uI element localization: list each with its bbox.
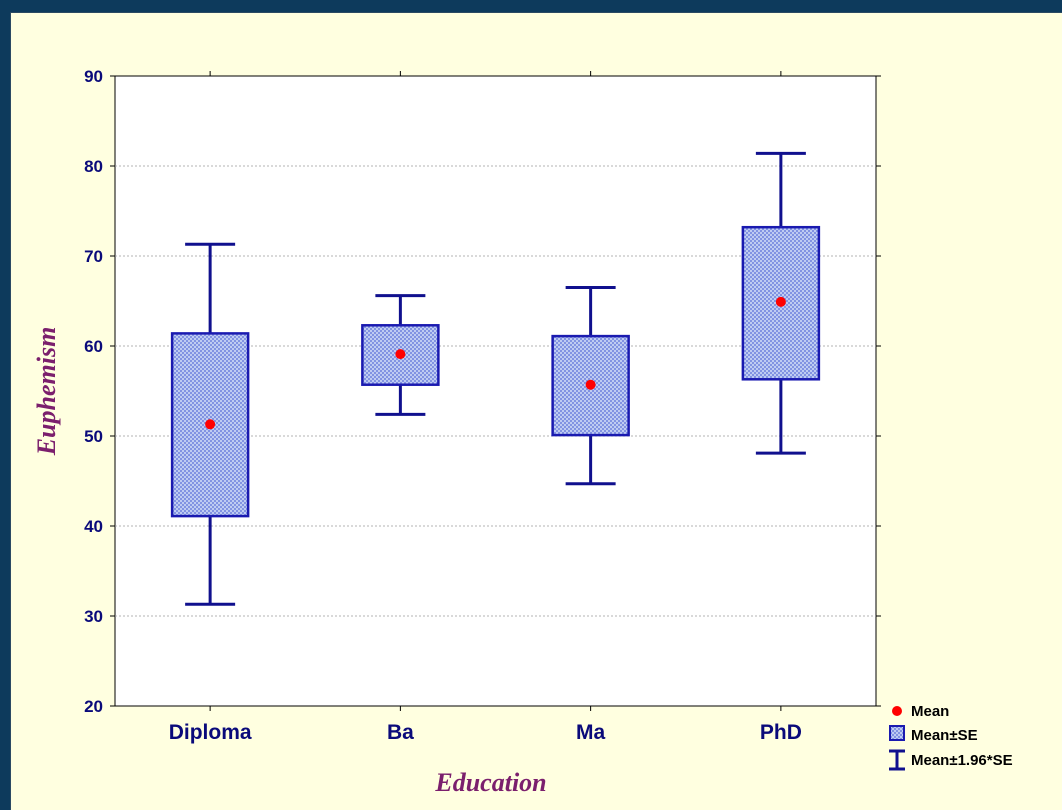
y-tick-label: 80 [84, 157, 103, 176]
se-box [551, 334, 630, 437]
grid-lines [115, 165, 876, 617]
y-tick-label: 90 [84, 67, 103, 86]
y-axis: 20 30 40 50 60 70 80 90 [84, 67, 881, 716]
mean-dot [395, 349, 406, 360]
y-axis-title: Euphemism [32, 327, 61, 457]
box-plot-chart: 20 30 40 50 60 70 80 90 Diploma Ba Ma PhD Euphemis… [32, 67, 1013, 797]
mean-dot [775, 296, 786, 307]
box-group-phd [741, 151, 821, 455]
chart-frame: 20 30 40 50 60 70 80 90 Diploma Ba Ma PhD Euphemis… [10, 12, 1062, 810]
legend-label: Mean [911, 703, 949, 720]
box-series [170, 151, 821, 606]
y-tick-label: 70 [84, 247, 103, 266]
legend-label: Mean±SE [911, 727, 978, 744]
legend-mean-dot [892, 706, 902, 716]
x-axis-title: Education [434, 768, 546, 797]
y-tick-label: 40 [84, 517, 103, 536]
x-tick-label: Diploma [169, 721, 252, 744]
legend-item-0: Mean [892, 703, 949, 720]
legend-se-box [889, 725, 905, 741]
y-tick-label: 50 [84, 427, 103, 446]
legend-item-1: Mean±SE [889, 725, 978, 744]
y-tick-label: 60 [84, 337, 103, 356]
legend: Mean Mean±SE Mean±1.96*SE [889, 703, 1013, 771]
legend-label: Mean±1.96*SE [911, 752, 1013, 769]
x-tick-label: Ma [576, 721, 605, 744]
x-tick-label: Ba [387, 721, 414, 744]
y-tick-label: 30 [84, 607, 103, 626]
y-tick-label: 20 [84, 697, 103, 716]
box-group-ba [361, 294, 440, 416]
se-box [361, 324, 440, 386]
mean-dot [585, 379, 596, 390]
x-tick-label: PhD [760, 721, 802, 744]
box-group-ma [551, 286, 630, 486]
x-axis: Diploma Ba Ma PhD [169, 71, 802, 744]
mean-dot [205, 419, 216, 430]
box-group-diploma [170, 242, 250, 606]
legend-item-2: Mean±1.96*SE [889, 749, 1013, 771]
